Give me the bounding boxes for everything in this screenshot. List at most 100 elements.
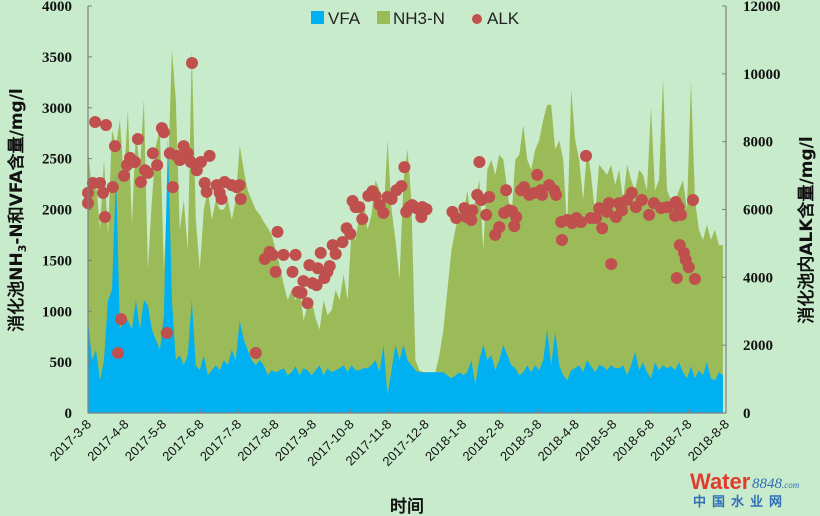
alk-point: [323, 260, 336, 273]
alk-point: [173, 154, 186, 166]
legend-vfa-swatch: [311, 11, 324, 24]
alk-point: [483, 191, 496, 203]
alk-point: [118, 169, 130, 182]
y-axis-left-title: 消化池NH3-N和VFA含量/mg/l: [6, 88, 29, 332]
alk-point: [134, 176, 147, 188]
y-left-tick-label: 4000: [42, 0, 72, 15]
alk-point: [395, 180, 408, 193]
y-left-tick-label: 2500: [42, 152, 72, 168]
alk-point: [146, 147, 159, 160]
alk-point: [493, 221, 506, 234]
y-right-tick-label: 10000: [743, 67, 781, 83]
alk-point: [195, 156, 207, 168]
y-left-tick-label: 1500: [42, 253, 72, 269]
y-left-tick-label: 3000: [42, 101, 72, 117]
x-axis-title: 时间: [390, 496, 424, 516]
alk-point: [377, 206, 390, 219]
axes-layer: [87, 5, 727, 414]
alk-point: [465, 214, 478, 226]
alk-point: [670, 272, 683, 284]
alk-point: [536, 188, 549, 201]
y-right-tick-label: 6000: [743, 203, 773, 219]
alk-point: [249, 347, 262, 359]
alk-point: [151, 159, 164, 172]
alk-point: [510, 211, 523, 223]
alk-point: [184, 156, 197, 168]
alk-point: [97, 186, 109, 199]
alk-point: [311, 262, 324, 275]
alk-point: [596, 222, 609, 235]
y-right-tick-label: 12000: [743, 0, 781, 15]
alk-point: [106, 181, 119, 194]
alk-point: [353, 201, 366, 214]
y-right-tick-label: 8000: [743, 135, 773, 151]
legend: VFA NH3-N ALK: [311, 9, 520, 28]
nh3n-area: [88, 49, 723, 414]
svg-text:8848.com: 8848.com: [752, 476, 800, 492]
alk-point: [398, 161, 411, 174]
legend-alk-label: ALK: [487, 9, 520, 28]
alk-point: [295, 286, 308, 299]
watermark-subtitle: 中国水业网: [693, 494, 788, 510]
alk-point: [166, 181, 179, 194]
alk-point: [575, 216, 588, 228]
alk-point: [157, 126, 170, 139]
alk-point: [635, 194, 648, 206]
alk-point: [500, 184, 513, 197]
y-right-tick-label: 2000: [743, 338, 773, 354]
alk-point: [590, 212, 603, 224]
alk-point: [625, 186, 638, 199]
alk-point: [688, 273, 701, 285]
svg-text:Water: Water: [690, 469, 751, 494]
vfa-area: [88, 138, 723, 414]
alk-point: [682, 261, 695, 274]
alk-point: [605, 258, 618, 271]
alk-point: [98, 211, 111, 223]
alk-point: [277, 248, 290, 261]
alk-point: [266, 248, 279, 261]
alk-point: [314, 246, 327, 259]
alk-point: [186, 57, 198, 69]
watermark-number: 8848: [752, 476, 783, 492]
y-left-tick-label: 500: [50, 355, 73, 371]
alk-point: [369, 189, 382, 202]
alk-point: [466, 204, 479, 217]
alk-point: [297, 275, 310, 288]
alk-point: [344, 227, 357, 240]
y-left-tick-label: 0: [65, 406, 73, 422]
x-tick-label: 2018-8-8: [685, 417, 732, 464]
alk-point: [200, 185, 213, 198]
alk-point: [160, 327, 173, 339]
alk-point: [128, 156, 141, 168]
alk-point: [233, 179, 246, 192]
alk-point: [556, 234, 568, 246]
alk-point: [269, 265, 282, 278]
alk-point: [531, 168, 544, 181]
alk-point: [112, 347, 124, 359]
alk-point: [580, 149, 592, 162]
alk-point: [687, 194, 699, 206]
alk-point: [100, 119, 112, 131]
alk-point: [450, 212, 463, 224]
alk-point: [616, 204, 628, 217]
alk-point: [301, 297, 314, 310]
y-right-tick-label: 0: [743, 406, 751, 422]
alk-point: [385, 193, 398, 205]
alk-point: [473, 156, 486, 168]
alk-point: [329, 247, 342, 260]
alk-point: [643, 208, 656, 221]
watermark-logo: Water 8848.com 中国水业网: [690, 469, 800, 510]
alk-point: [336, 236, 349, 249]
y-right-tick-label: 4000: [743, 270, 773, 286]
y-left-tick-label: 2000: [42, 203, 72, 219]
alk-point: [109, 140, 121, 153]
legend-nh3n-swatch: [377, 11, 390, 24]
alk-point: [289, 248, 302, 261]
y-left-tick-label: 3500: [42, 50, 72, 66]
alk-point: [672, 201, 685, 214]
alk-point: [271, 225, 284, 238]
watermark-brand: Water: [690, 469, 751, 494]
alk-point: [420, 203, 433, 216]
alk-point: [215, 193, 228, 205]
